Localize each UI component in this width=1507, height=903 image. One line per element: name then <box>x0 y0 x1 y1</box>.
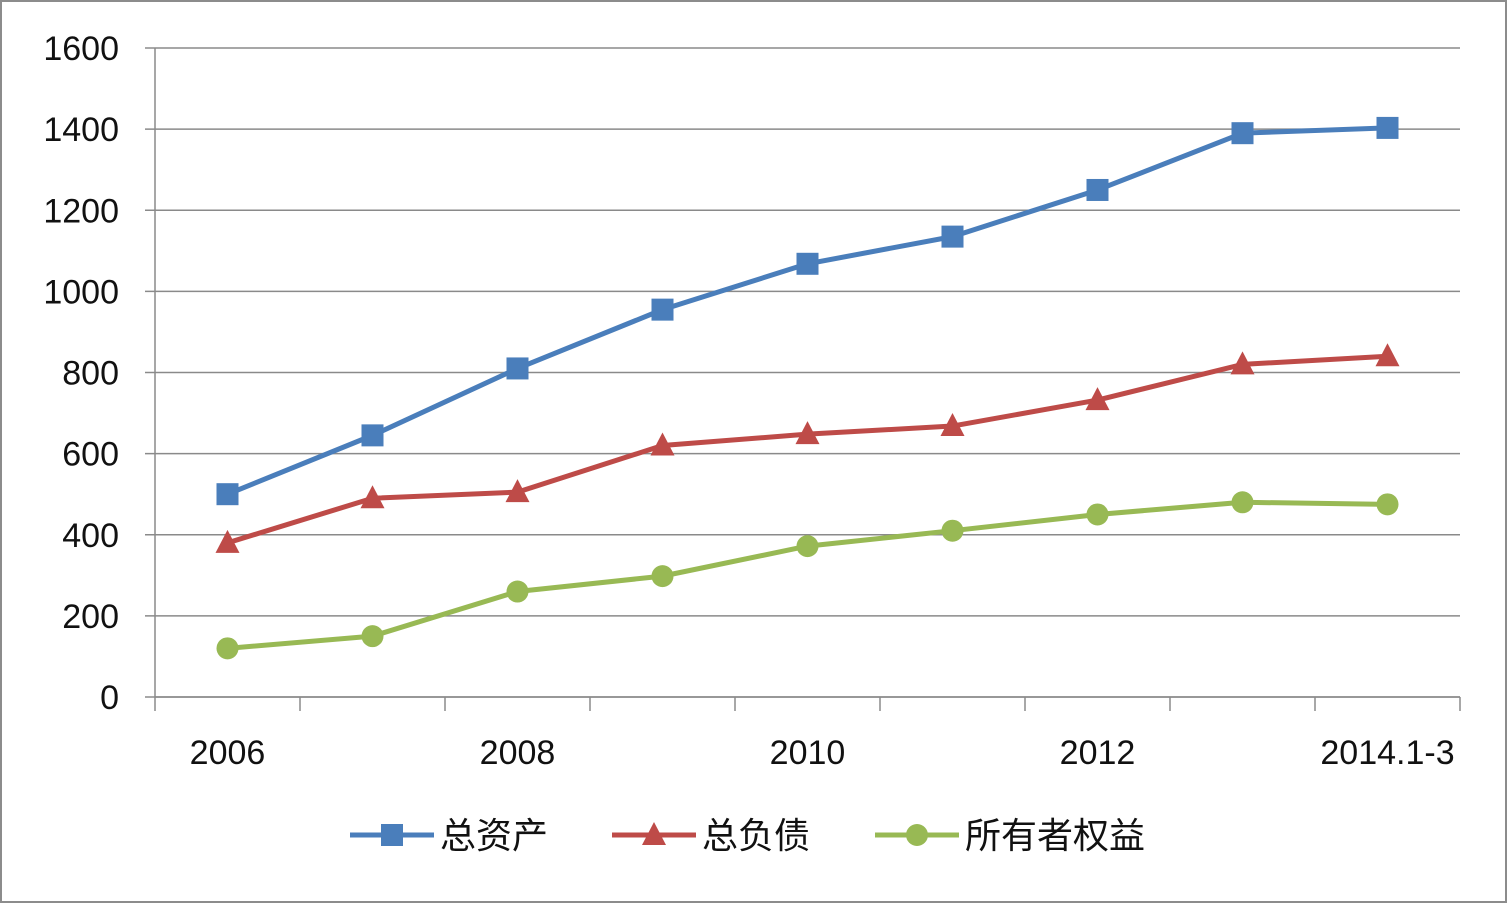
data-point <box>361 625 384 648</box>
data-point <box>361 424 384 447</box>
data-point <box>1086 503 1109 526</box>
data-point <box>1085 387 1110 411</box>
series-0 <box>216 116 1399 506</box>
y-tick-label: 1400 <box>43 111 119 149</box>
legend-label: 总资产 <box>440 816 548 857</box>
x-tick-label: 2010 <box>770 734 846 772</box>
x-tick-label: 2014.1-3 <box>1320 734 1454 772</box>
data-point <box>651 298 674 321</box>
data-point <box>1231 491 1254 514</box>
data-point <box>650 432 675 456</box>
x-tick-label: 2006 <box>190 734 266 772</box>
legend-item-2: 所有者权益 <box>875 816 1145 857</box>
data-point <box>1376 116 1399 139</box>
y-tick-label: 1200 <box>43 192 119 230</box>
series-2 <box>216 491 1399 660</box>
legend-label: 总负债 <box>702 816 810 857</box>
data-point <box>941 225 964 248</box>
x-tick-label: 2008 <box>480 734 556 772</box>
series-line <box>227 499 1388 651</box>
data-point <box>796 535 819 558</box>
data-point <box>941 519 964 542</box>
y-tick-label: 400 <box>62 517 119 555</box>
data-point <box>795 421 820 445</box>
legend-label: 所有者权益 <box>965 816 1145 857</box>
data-point <box>1376 493 1399 516</box>
legend: 总资产 总负债 所有者权益 <box>350 816 1145 857</box>
legend-marker-icon <box>642 822 666 845</box>
data-point <box>1230 351 1255 375</box>
data-point <box>360 485 385 509</box>
data-point <box>1086 178 1109 201</box>
y-tick-label: 0 <box>100 679 119 717</box>
data-point <box>506 357 529 380</box>
series-lines <box>215 116 1400 660</box>
data-point <box>651 565 674 588</box>
data-point <box>506 580 529 603</box>
legend-marker-icon <box>906 824 928 846</box>
x-tick-label: 2012 <box>1060 734 1136 772</box>
y-tick-label: 800 <box>62 355 119 393</box>
legend-marker-icon <box>381 824 403 846</box>
data-point <box>1231 122 1254 145</box>
data-point <box>796 252 819 275</box>
legend-item-0: 总资产 <box>350 816 548 857</box>
y-tick-label: 600 <box>62 436 119 474</box>
data-point <box>940 413 965 437</box>
y-tick-label: 200 <box>62 598 119 636</box>
series-1 <box>215 343 1400 553</box>
series-line <box>226 353 1388 546</box>
y-tick-label: 1600 <box>43 30 119 68</box>
axes: 0 200 400 600 800 1000 1200 1400 1600 2006 2008 201… <box>43 30 1461 772</box>
y-tick-label: 1000 <box>43 273 119 311</box>
legend-item-1: 总负债 <box>612 816 810 857</box>
gridlines <box>155 47 1460 698</box>
data-point <box>216 637 239 660</box>
data-point <box>215 529 240 553</box>
data-point <box>1375 343 1400 367</box>
data-point <box>216 483 239 506</box>
data-point <box>505 479 530 503</box>
